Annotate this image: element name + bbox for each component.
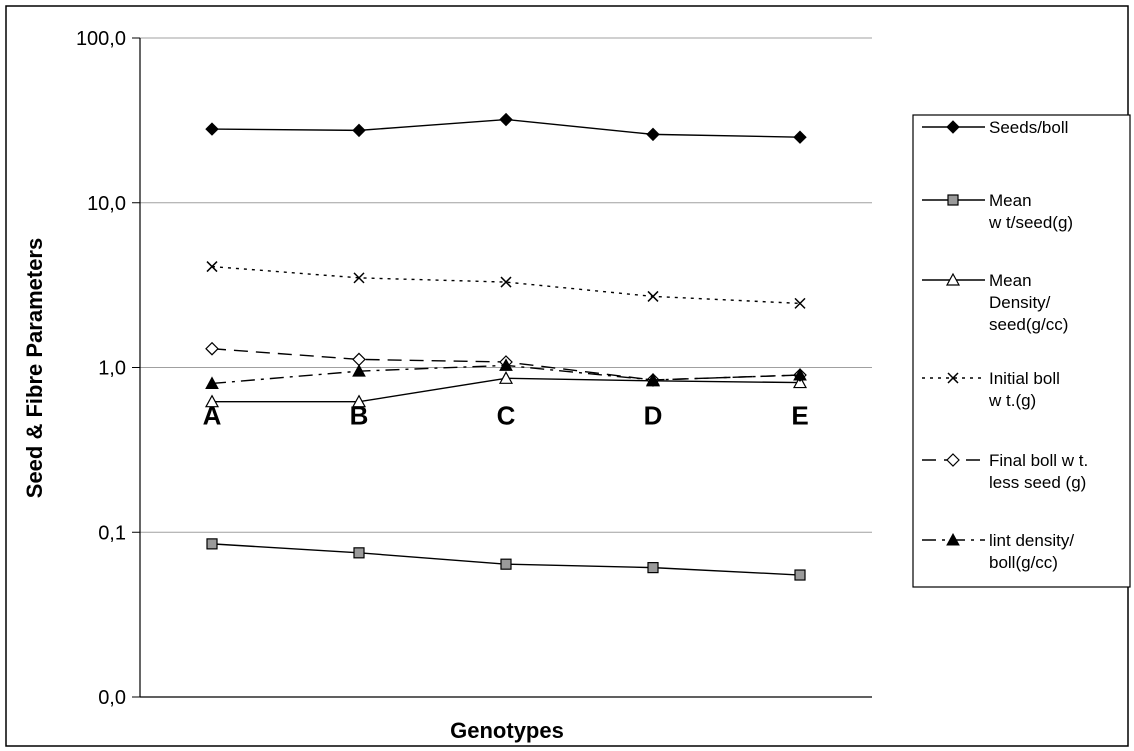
category-label: D [644, 401, 663, 431]
category-label: A [203, 401, 222, 431]
legend-label: Final boll w t. [989, 451, 1088, 470]
legend-label: Seeds/boll [989, 118, 1068, 137]
y-tick-label: 0,0 [98, 687, 126, 709]
legend-marker [946, 120, 960, 134]
legend-marker [946, 453, 960, 467]
data-point [647, 562, 659, 574]
y-tick-label: 100,0 [76, 28, 126, 50]
data-point [792, 375, 808, 389]
data-point [647, 290, 659, 302]
category-label: C [497, 401, 516, 431]
legend: Seeds/boll Mean w t/seed(g) Mean Density/see… [912, 114, 1131, 588]
y-tick-label: 1,0 [98, 358, 126, 380]
x-axis-title: Genotypes [450, 718, 564, 743]
series-line [211, 265, 801, 305]
legend-label: w t/seed(g) [988, 213, 1073, 232]
data-point [499, 358, 513, 371]
y-tick-label: 0,1 [98, 522, 126, 544]
legend-label: Mean [989, 191, 1032, 210]
data-point [204, 394, 220, 408]
data-point [205, 122, 219, 136]
category-label: E [791, 401, 808, 431]
data-point [206, 261, 218, 273]
plot-area: 0,0 0,1 1,0 10,0 100,0 A B C D E [76, 28, 872, 709]
legend-label: Initial boll [989, 369, 1060, 388]
legend-label: Mean [989, 271, 1032, 290]
legend-marker [947, 372, 959, 384]
category-label: B [350, 401, 369, 431]
legend-label: less seed (g) [989, 473, 1086, 492]
legend-label: lint density/ [989, 531, 1074, 550]
y-axis-title: Seed & Fibre Parameters [22, 238, 47, 498]
legend-label: boll(g/cc) [989, 553, 1058, 572]
y-tick-label: 10,0 [87, 193, 126, 215]
data-point [351, 394, 367, 408]
legend-entry: Mean Density/seed(g/cc) [922, 271, 1068, 334]
data-point [498, 371, 514, 384]
legend-entry: Mean w t/seed(g) [922, 191, 1073, 232]
legend-marker [947, 194, 959, 206]
data-point [205, 341, 219, 356]
data-point [353, 547, 365, 559]
data-point [646, 127, 660, 142]
legend-entry: lint density/boll(g/cc) [922, 531, 1074, 572]
legend-label: seed(g/cc) [989, 315, 1068, 334]
legend-entry: Final boll w t. less seed (g) [922, 451, 1088, 492]
data-point [205, 376, 219, 389]
legend-entry: Initial boll w t.(g) [922, 369, 1060, 410]
data-point [499, 112, 513, 127]
data-point [794, 297, 806, 309]
legend-marker [945, 272, 961, 286]
data-point [500, 276, 512, 288]
legend-marker [946, 532, 960, 546]
data-point [794, 569, 806, 581]
legend-label: w t.(g) [988, 391, 1036, 410]
data-point [352, 364, 366, 377]
data-point [500, 558, 512, 570]
data-point [793, 130, 807, 144]
data-point [353, 272, 365, 284]
data-point [646, 372, 660, 386]
legend-entry: Seeds/boll [922, 118, 1068, 137]
legend-box [912, 114, 1131, 588]
legend-label: Density/ [989, 293, 1051, 312]
data-point [352, 123, 366, 138]
data-point [793, 367, 807, 381]
data-point [206, 538, 218, 550]
